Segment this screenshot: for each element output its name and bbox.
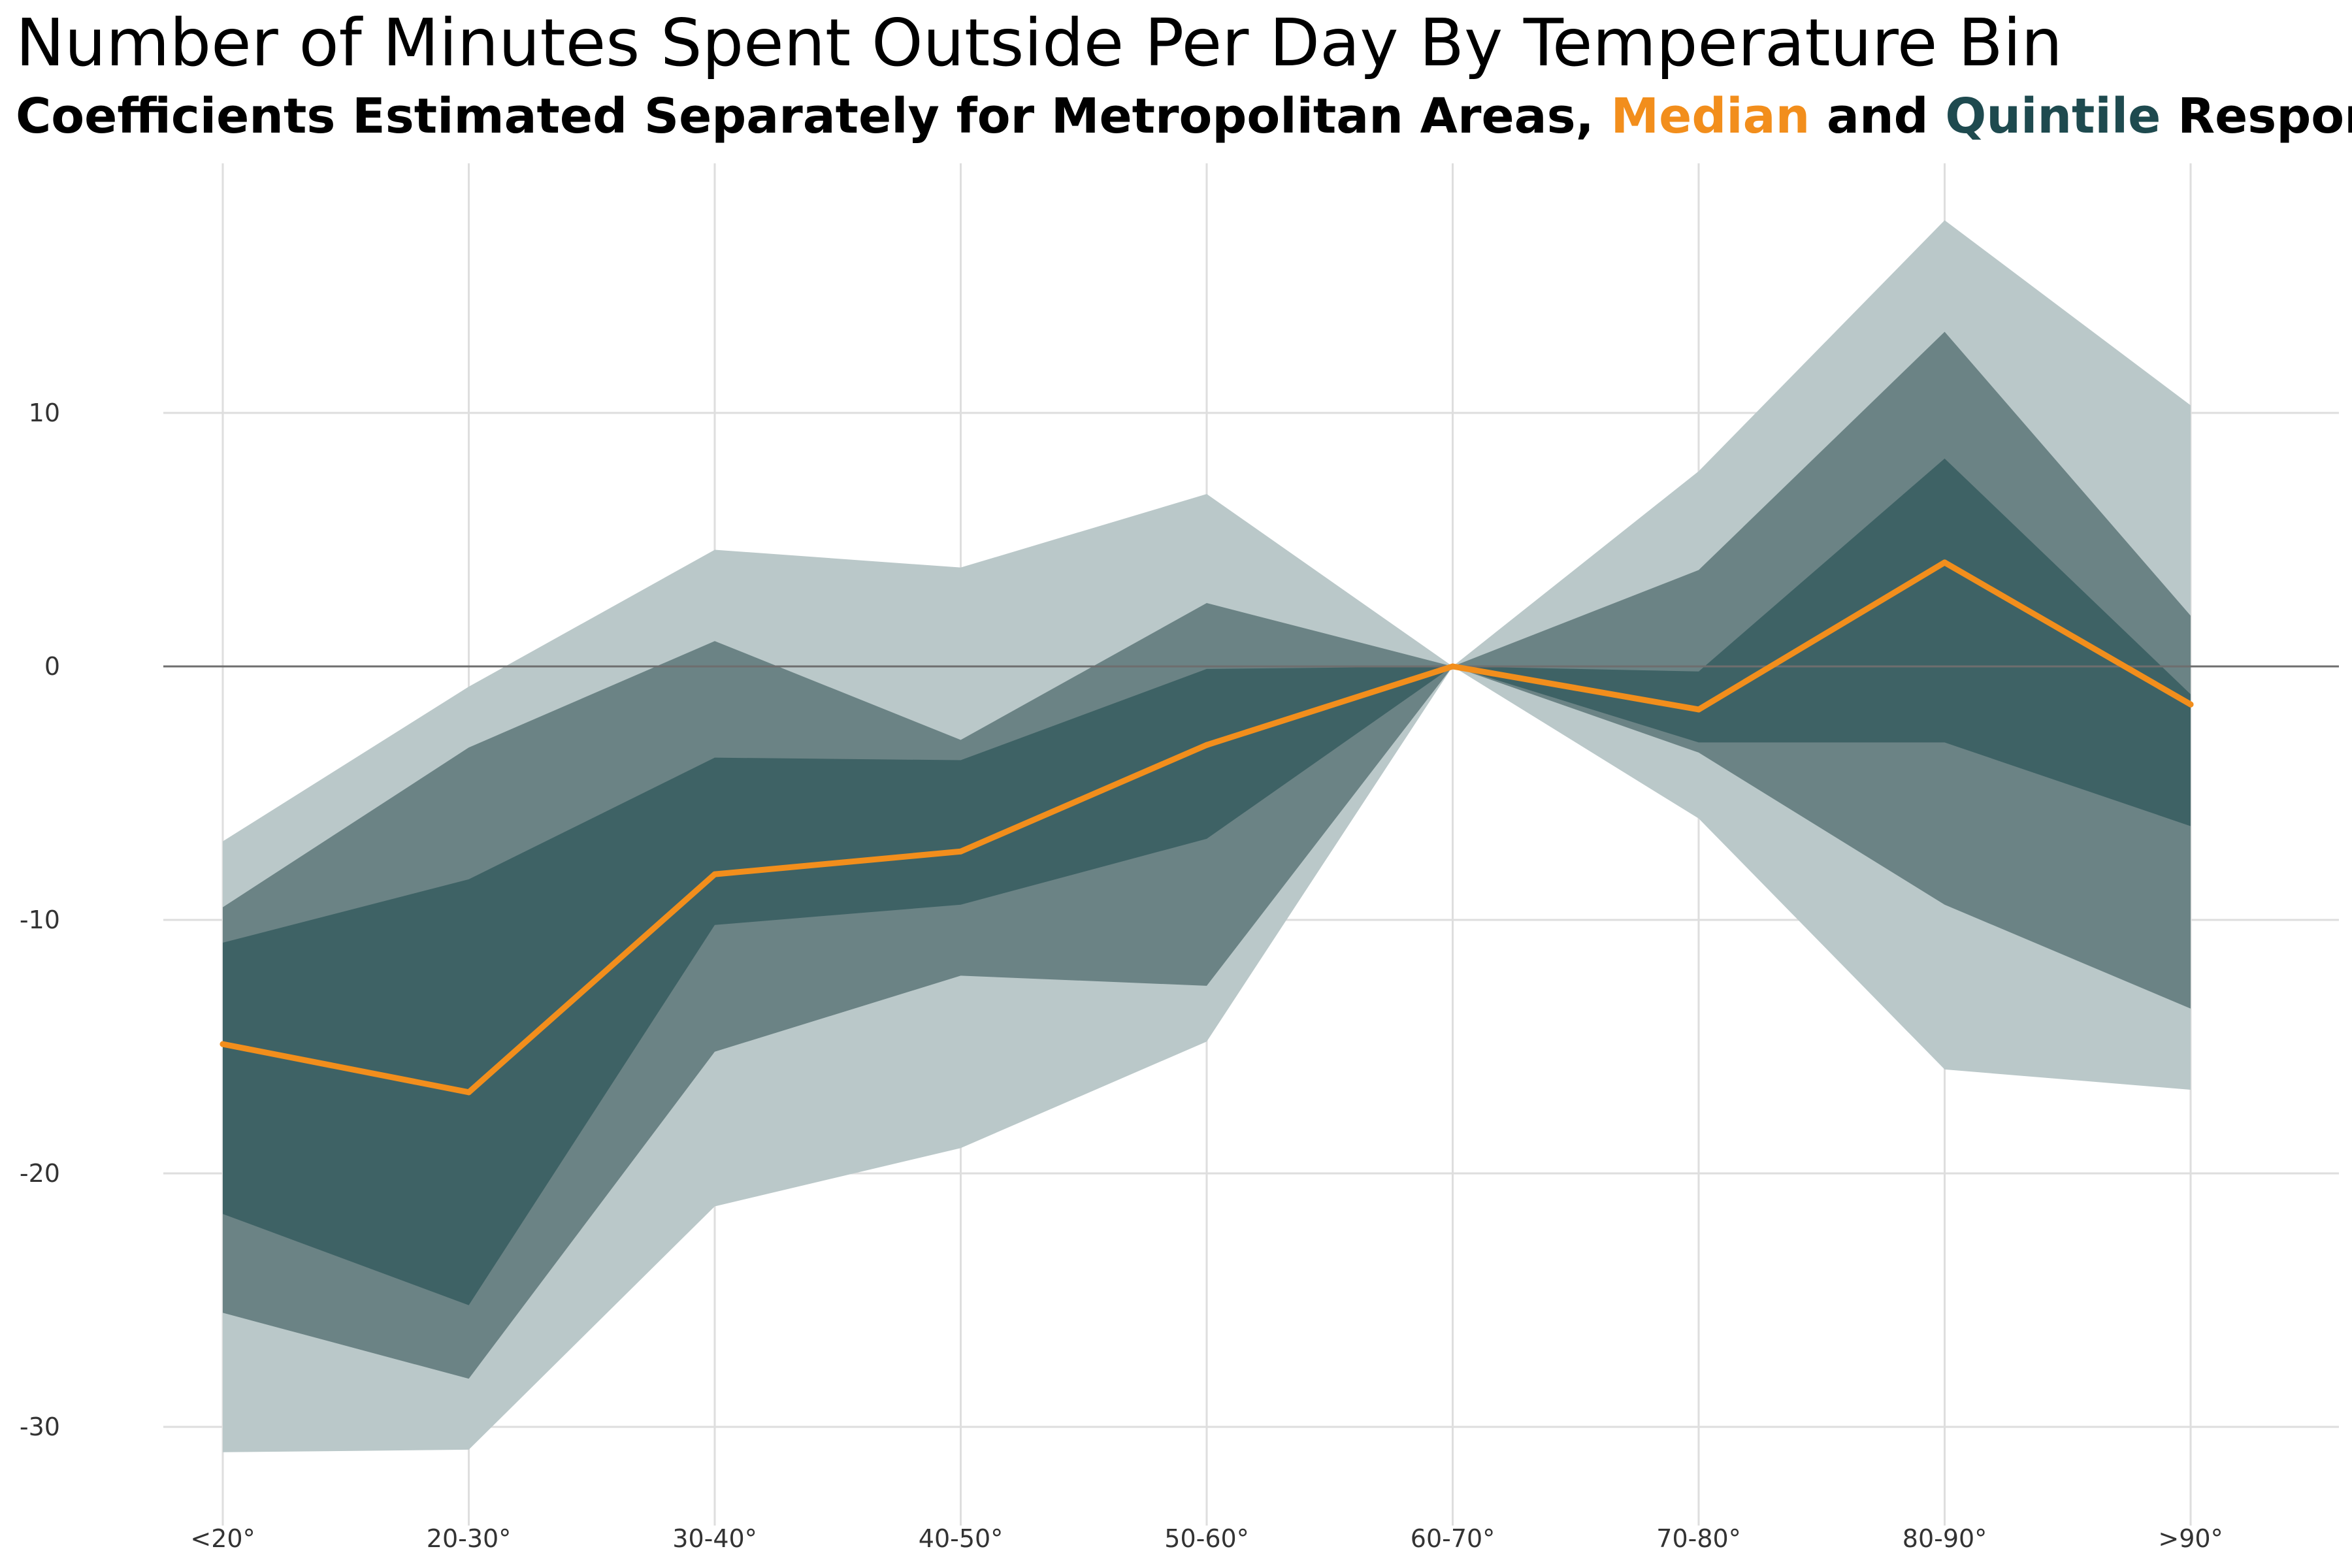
y-tick-label: -20 bbox=[20, 1159, 60, 1188]
x-tick-label: 80-90° bbox=[1903, 1524, 1987, 1553]
quintile-bands bbox=[223, 220, 2191, 1452]
median-point bbox=[1450, 663, 1456, 670]
band-middle bbox=[223, 331, 2191, 1379]
y-tick-label: -10 bbox=[20, 906, 60, 934]
subtitle-median-word: Median bbox=[1610, 88, 1810, 144]
y-tick-label: -30 bbox=[20, 1413, 60, 1441]
subtitle-suffix: Responses bbox=[2178, 88, 2352, 144]
y-tick-label: 10 bbox=[29, 399, 60, 427]
median-point bbox=[711, 871, 718, 877]
median-point bbox=[958, 848, 964, 855]
x-tick-label: 20-30° bbox=[427, 1524, 511, 1553]
median-series bbox=[220, 559, 2194, 1096]
x-tick-label: 30-40° bbox=[672, 1524, 757, 1553]
subtitle-quintile-word: Quintile bbox=[1945, 88, 2161, 144]
chart-title: Number of Minutes Spent Outside Per Day … bbox=[16, 5, 2063, 81]
y-axis-tick-labels: 10 0 -10 -20 -30 bbox=[20, 399, 60, 1441]
subtitle-joiner: and bbox=[1810, 88, 1946, 144]
x-axis-tick-labels: <20° 20-30° 30-40° 40-50° 50-60° 60-70° 70-80°… bbox=[190, 1524, 2223, 1553]
x-tick-label: <20° bbox=[190, 1524, 255, 1553]
x-tick-label: 60-70° bbox=[1411, 1524, 1495, 1553]
median-point bbox=[1942, 559, 1948, 566]
median-point bbox=[466, 1089, 472, 1096]
median-point bbox=[1695, 706, 1702, 713]
median-point bbox=[1203, 742, 1210, 748]
x-tick-label: >90° bbox=[2158, 1524, 2223, 1553]
median-point bbox=[220, 1041, 226, 1047]
chart-subtitle: Coefficients Estimated Separately for Me… bbox=[16, 84, 2352, 149]
y-tick-label: 0 bbox=[44, 652, 60, 681]
band-inner bbox=[223, 458, 2191, 1305]
x-tick-label: 70-80° bbox=[1656, 1524, 1740, 1553]
median-point bbox=[2187, 701, 2194, 708]
x-tick-label: 40-50° bbox=[919, 1524, 1003, 1553]
subtitle-prefix: Coefficients Estimated Separately for Me… bbox=[16, 88, 1611, 144]
x-tick-label: 50-60° bbox=[1164, 1524, 1249, 1553]
